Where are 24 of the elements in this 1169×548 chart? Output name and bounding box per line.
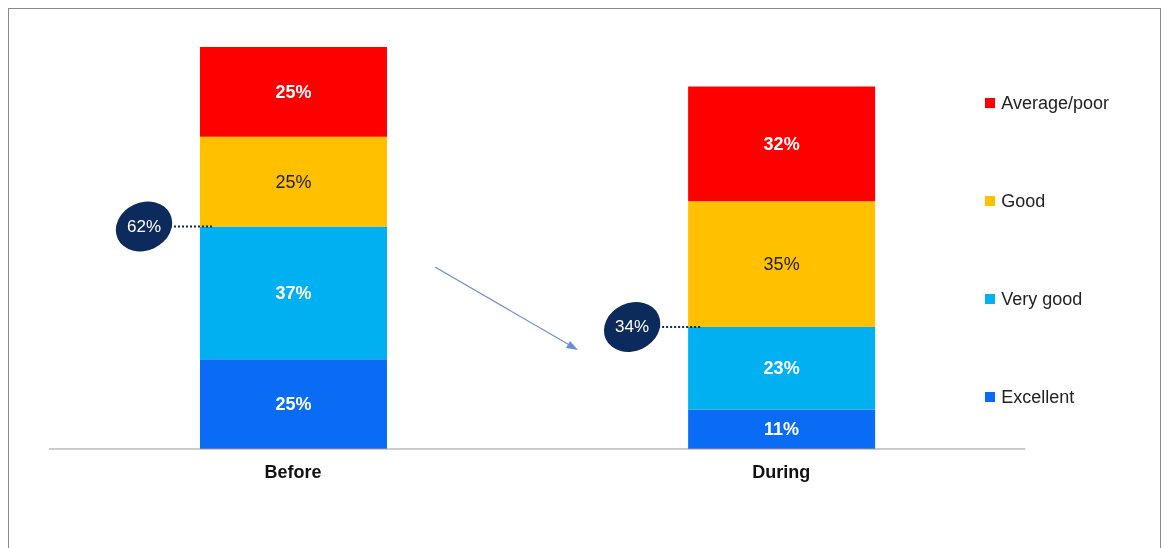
data-label: 37% [275,282,312,303]
data-label: 25% [275,81,312,102]
legend-label: Excellent [1001,386,1075,408]
bar [200,136,387,227]
bar [200,226,387,360]
x-tick-label: During [752,461,811,482]
x-tick-label: Before [264,461,322,482]
data-label: 23% [763,358,800,379]
bar [688,326,876,410]
legend-label: Average/poor [1001,92,1109,114]
annotation: 62% [126,216,162,236]
legend-label: Good [1001,190,1046,212]
annotation: 34% [615,317,650,337]
data-label: 35% [763,254,800,275]
data-label: 32% [763,133,800,154]
data-label: 11% [764,419,800,440]
bar [200,47,387,137]
bar [688,201,876,327]
data-label: 25% [275,171,312,192]
bar [688,409,876,449]
bar [688,86,876,202]
legend-label: Very good [1001,288,1083,310]
data-label: 25% [275,394,312,415]
bar [200,359,387,449]
